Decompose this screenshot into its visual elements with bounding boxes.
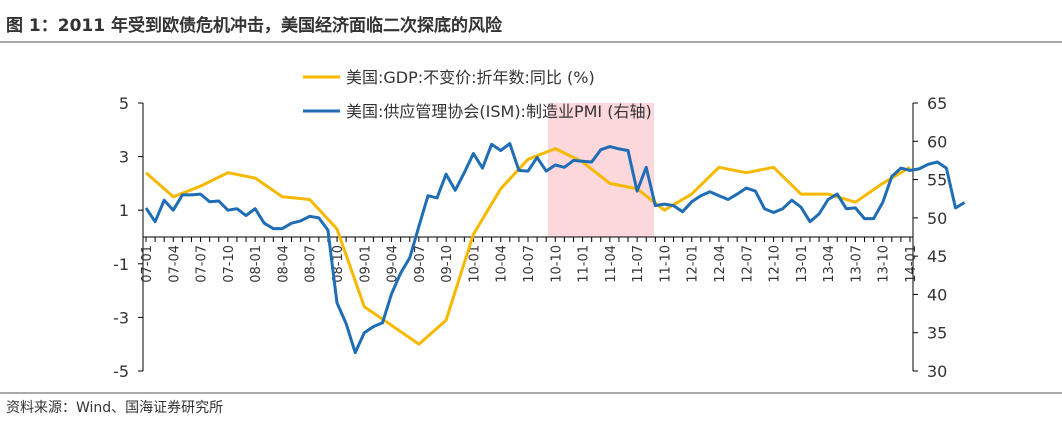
x-tick-label: 08-01 — [249, 245, 264, 283]
y2-tick-label: 45 — [927, 247, 947, 266]
x-tick-label: 14-01 — [904, 245, 919, 283]
x-tick-label: 07-04 — [167, 245, 182, 283]
x-tick-label: 08-04 — [276, 245, 291, 283]
y2-tick-label: 65 — [927, 94, 947, 113]
x-tick-label: 13-07 — [849, 245, 864, 283]
x-tick-label: 12-01 — [686, 245, 701, 283]
x-tick-label: 10-10 — [549, 245, 564, 283]
y-tick-label: 3 — [119, 148, 129, 167]
y-tick-label: -3 — [113, 308, 129, 327]
x-tick-label: 12-04 — [713, 245, 728, 283]
x-tick-label: 07-10 — [222, 245, 237, 283]
y-tick-label: 1 — [119, 201, 129, 220]
x-tick-label: 09-01 — [358, 245, 373, 283]
x-tick-label: 09-10 — [440, 245, 455, 283]
series-line — [145, 147, 911, 346]
y2-tick-label: 50 — [927, 209, 947, 228]
x-tick-label: 11-10 — [658, 245, 673, 283]
x-tick-label: 11-01 — [577, 245, 592, 283]
x-tick-label: 09-04 — [386, 245, 401, 283]
y2-tick-label: 60 — [927, 132, 947, 151]
x-tick-label: 11-04 — [604, 245, 619, 283]
y-tick-label: -1 — [113, 255, 129, 274]
x-tick-label: 10-07 — [522, 245, 537, 283]
legend-label: 美国:供应管理协会(ISM):制造业PMI (右轴) — [346, 102, 652, 121]
x-tick-label: 13-01 — [795, 245, 810, 283]
x-tick-label: 13-10 — [877, 245, 892, 283]
x-tick-label: 11-07 — [631, 245, 646, 283]
x-tick-label: 07-07 — [195, 245, 210, 283]
x-tick-label: 09-07 — [413, 245, 428, 283]
x-tick-label: 12-07 — [740, 245, 755, 283]
y-tick-label: 5 — [119, 94, 129, 113]
legend-label: 美国:GDP:不变价:折年数:同比 (%) — [346, 68, 595, 87]
x-tick-label: 10-01 — [467, 245, 482, 283]
x-tick-label: 10-04 — [495, 245, 510, 283]
x-tick-label: 07-01 — [140, 245, 155, 283]
y2-tick-label: 40 — [927, 285, 947, 304]
highlight-band — [548, 103, 654, 237]
chart-title: 图 1：2011 年受到欧债危机冲击，美国经济面临二次探底的风险 — [6, 15, 503, 36]
y2-tick-label: 55 — [927, 171, 947, 190]
y2-tick-label: 30 — [927, 362, 947, 381]
x-tick-label: 12-10 — [768, 245, 783, 283]
x-tick-label: 13-04 — [822, 245, 837, 283]
y2-tick-label: 35 — [927, 324, 947, 343]
x-tick-label: 08-07 — [304, 245, 319, 283]
y-tick-label: -5 — [113, 362, 129, 381]
series-line — [144, 142, 966, 355]
source-note: 资料来源：Wind、国海证券研究所 — [6, 400, 223, 416]
